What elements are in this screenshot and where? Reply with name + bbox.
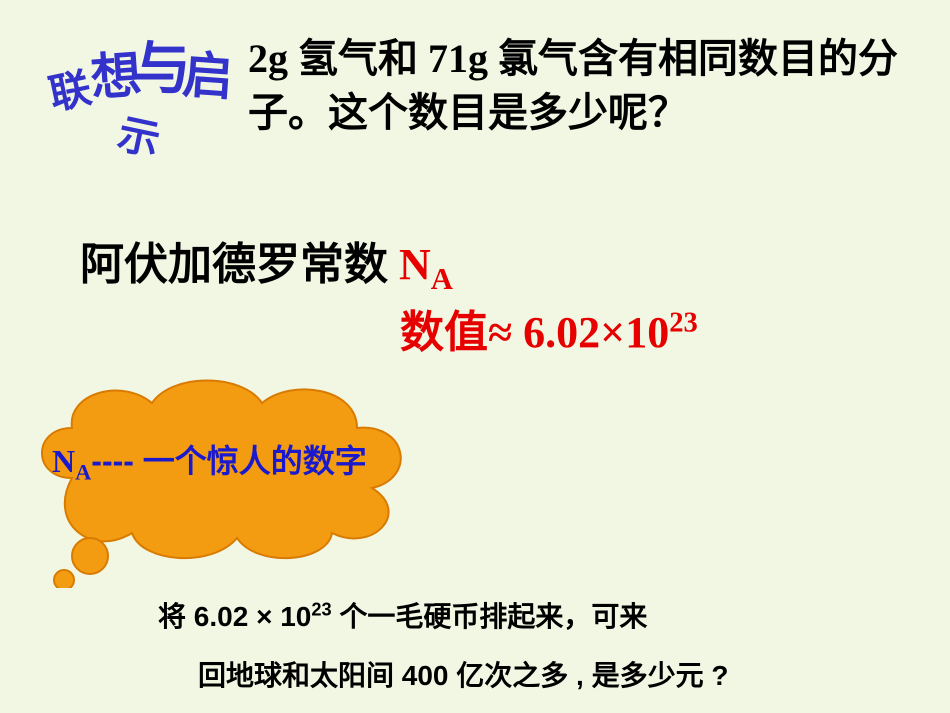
avogadro-value: 数值≈ 6.02×1023 xyxy=(400,296,698,360)
value-label: 数值≈ xyxy=(400,308,523,357)
bottom-line-2: 回地球和太阳间 400 亿次之多 , 是多少元 ? xyxy=(158,647,928,706)
wordart-title: 联想与启示 xyxy=(34,50,244,142)
avogadro-symbol: NA xyxy=(399,240,453,289)
cloud-na-symbol: NA xyxy=(52,443,91,479)
cloud-rest: ---- 一个惊人的数字 xyxy=(91,443,367,479)
question-text: 2g 氢气和 71g 氯气含有相同数目的分子。这个数目是多少呢？ xyxy=(248,32,928,140)
bottom-line-1: 将 6.02 × 1023 个一毛硬币排起来，可来 xyxy=(158,588,928,647)
bottom-fact: 将 6.02 × 1023 个一毛硬币排起来，可来 回地球和太阳间 400 亿次… xyxy=(158,588,928,706)
cloud-text: NA---- 一个惊人的数字 xyxy=(52,436,412,485)
value-exp: 23 xyxy=(669,307,698,338)
avogadro-constant-label: 阿伏加德罗常数 NA xyxy=(80,228,453,297)
avogadro-prefix: 阿伏加德罗常数 xyxy=(80,240,399,289)
thought-cloud: NA---- 一个惊人的数字 xyxy=(12,358,432,588)
value-base: 6.02×10 xyxy=(523,308,669,357)
